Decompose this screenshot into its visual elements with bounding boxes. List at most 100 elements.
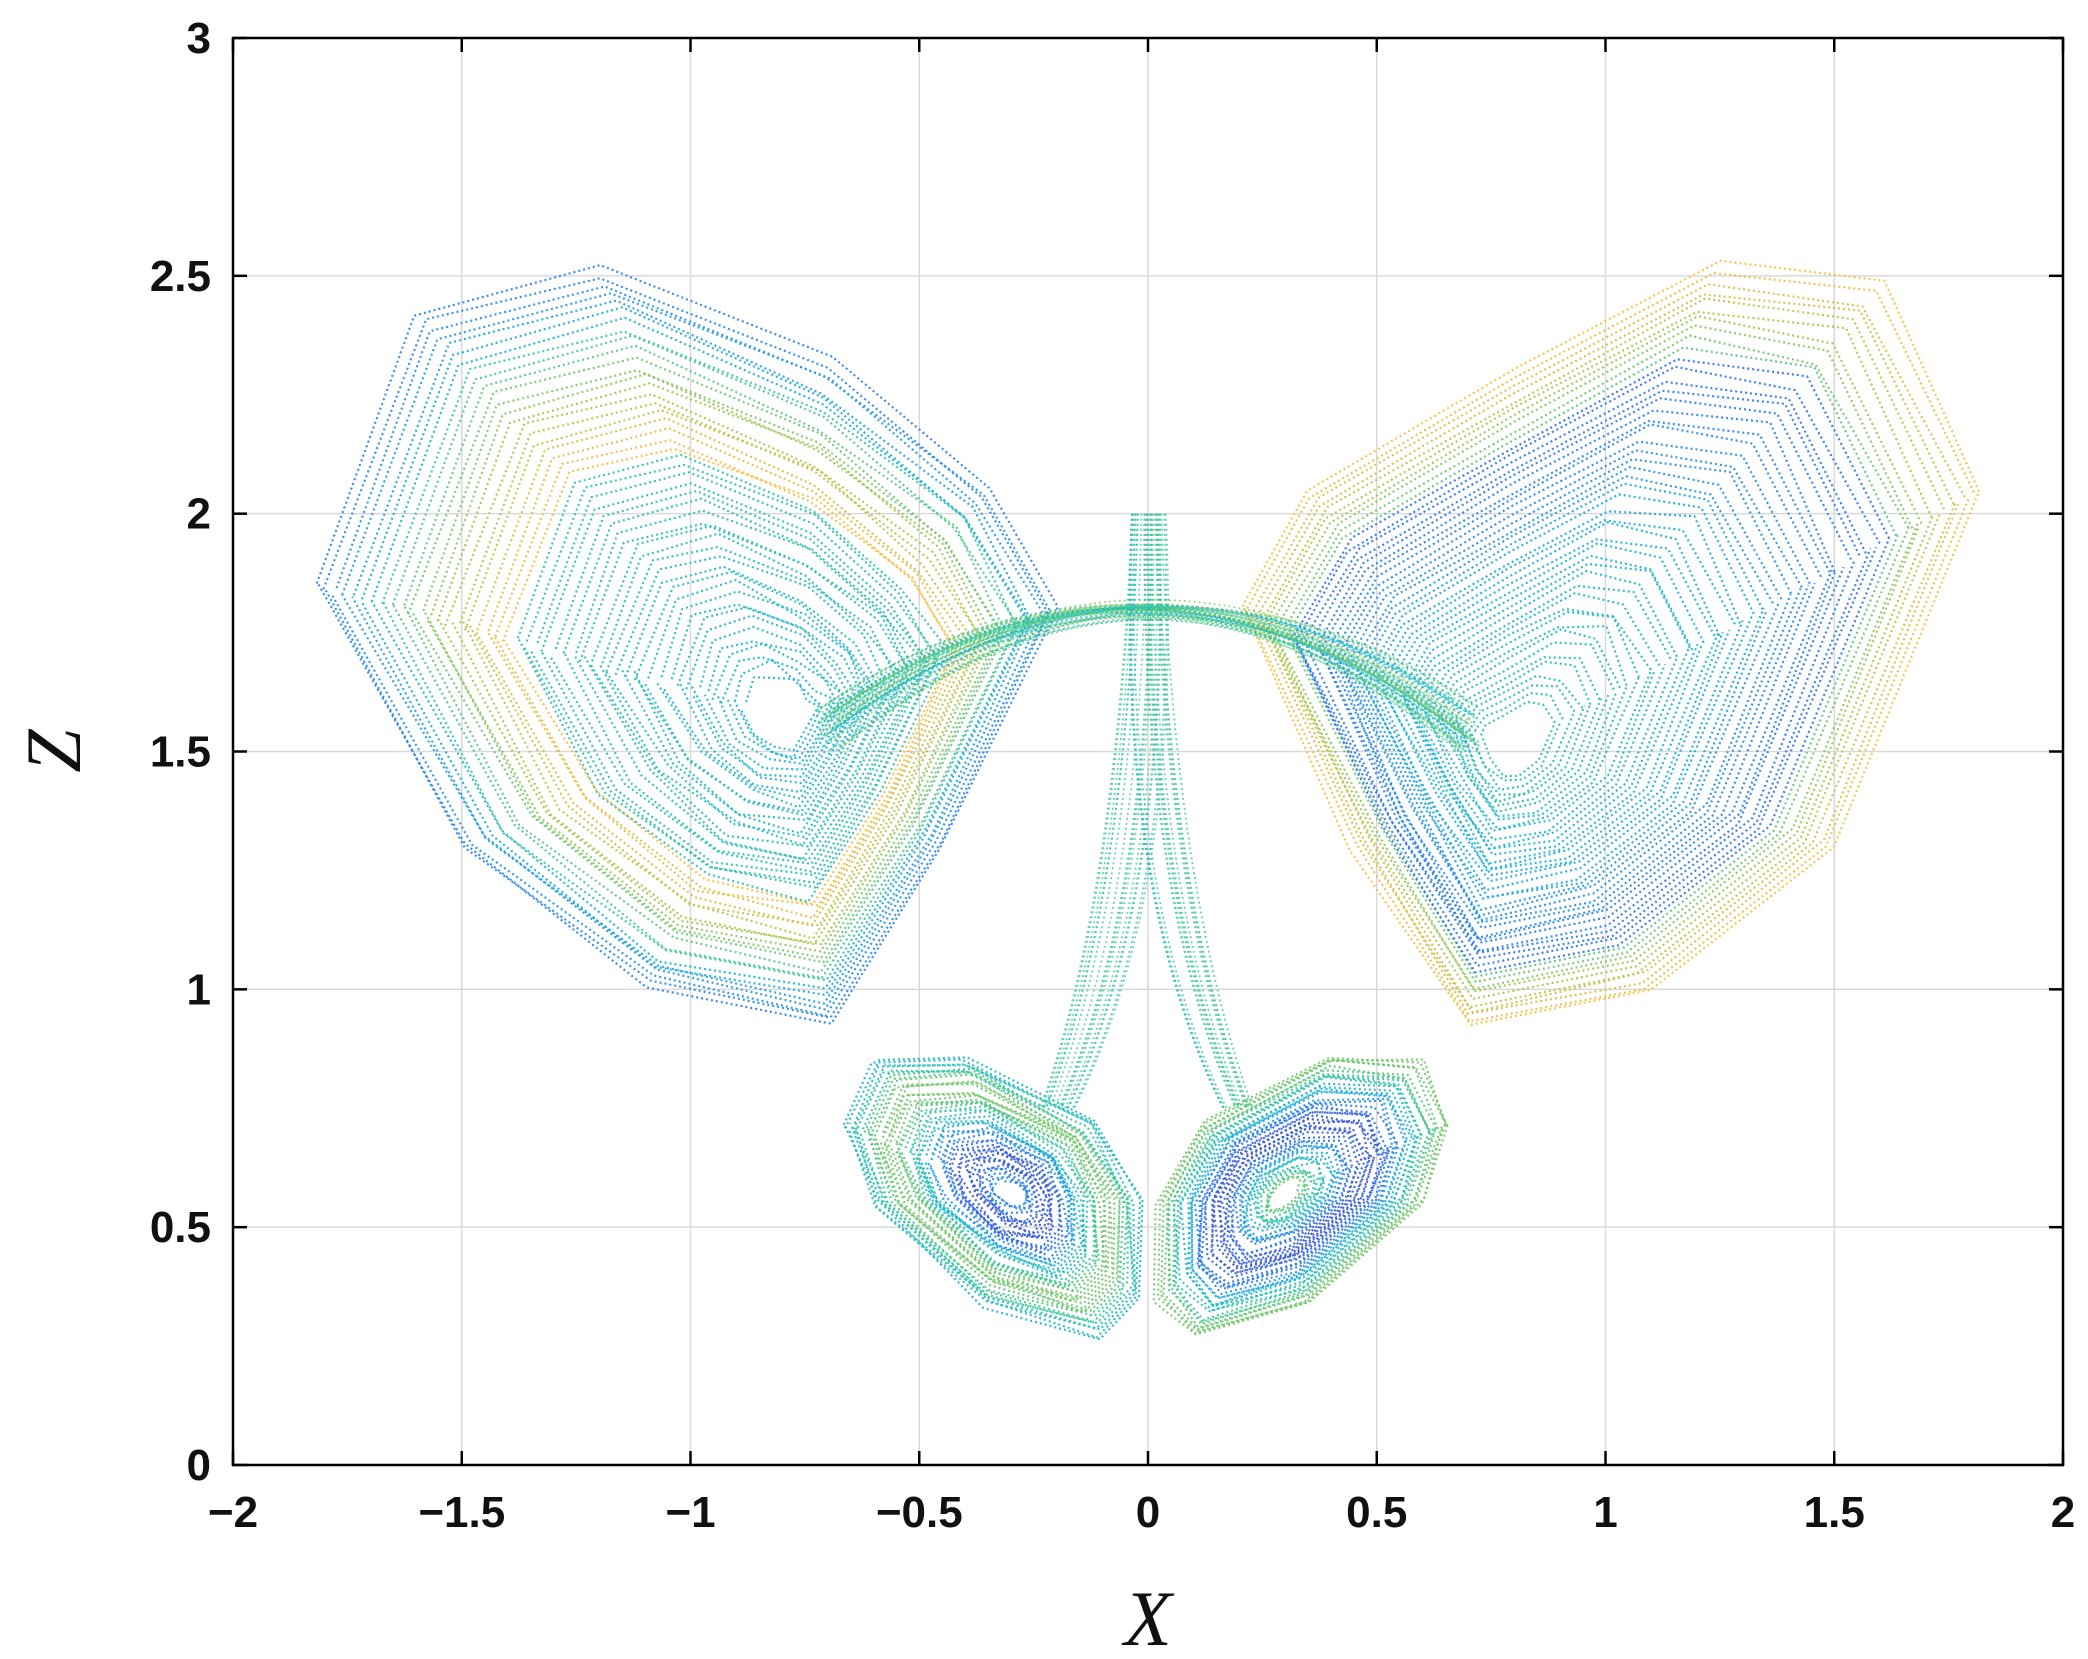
trajectory-loop <box>924 1122 1076 1267</box>
trajectory-loop <box>941 1139 1064 1256</box>
y-tick-label: 1 <box>187 965 211 1014</box>
x-tick-label: 0 <box>1136 1488 1160 1537</box>
trajectory-loop <box>1346 466 1783 917</box>
x-tick-label: 0.5 <box>1346 1488 1407 1537</box>
trajectory-loop <box>1436 625 1629 821</box>
trajectory-loop <box>977 1166 1034 1225</box>
trajectory-loop <box>422 369 1001 959</box>
trajectory-loop <box>1200 1103 1392 1285</box>
vertical-strand <box>1156 513 1250 1109</box>
crossing-strand <box>817 606 1460 730</box>
trajectory-loop <box>988 1172 1034 1211</box>
trajectory-loop <box>867 1073 1121 1312</box>
trajectory-loop <box>733 658 823 761</box>
trajectory-loop <box>1470 692 1564 782</box>
trajectory-loop <box>863 1067 1129 1317</box>
crossing-strand <box>836 606 1478 744</box>
crossing-strand <box>824 607 1466 744</box>
trajectory-loop <box>1480 700 1557 778</box>
trajectory-loop <box>739 676 820 752</box>
trajectory-loop <box>867 1070 1125 1321</box>
crossing-strand <box>823 609 1466 750</box>
trajectory-loop <box>614 555 886 835</box>
crossing-strand <box>817 606 1459 737</box>
central-strands <box>816 513 1483 1109</box>
y-tick-label: 0.5 <box>150 1203 211 1252</box>
trajectory-loop <box>1437 628 1622 818</box>
grid-lines <box>232 37 2064 1466</box>
trajectory-loop <box>1455 656 1603 807</box>
trajectory-loop <box>605 546 896 838</box>
trajectory-loop <box>1190 1087 1407 1299</box>
crossing-strand <box>835 606 1477 751</box>
crossing-strand <box>819 607 1462 749</box>
trajectory-loop <box>1345 458 1793 922</box>
trajectory-loop <box>1266 1172 1311 1215</box>
x-tick-label: −1 <box>665 1488 715 1537</box>
trajectory-loop <box>966 1152 1051 1236</box>
trajectory-loop <box>719 656 834 760</box>
trajectory-loop <box>1339 449 1803 924</box>
trajectory-loop <box>1211 1113 1379 1271</box>
crossing-strand <box>818 616 1460 751</box>
trajectory-loop <box>852 1064 1137 1330</box>
vertical-strand <box>1067 513 1162 1109</box>
trajectory-loop <box>874 1083 1114 1313</box>
y-tick-label: 3 <box>187 14 211 63</box>
trajectory-loop <box>1244 272 1975 1023</box>
crossing-strand <box>816 605 1458 736</box>
trajectory-loop <box>1391 542 1705 872</box>
trajectory-loop <box>1241 259 1981 1026</box>
crossing-strand <box>824 611 1466 753</box>
x-tick-label: 2 <box>2051 1488 2075 1537</box>
trajectory-loop <box>436 382 989 946</box>
attractor-lower-right-lobe <box>1152 1056 1449 1336</box>
trajectory-loop <box>474 417 970 927</box>
trajectory-loop <box>949 1143 1063 1250</box>
vertical-strand <box>1043 513 1137 1109</box>
crossing-strand <box>820 605 1462 741</box>
trajectory-loop <box>1382 538 1720 871</box>
trajectory-loop <box>1198 1097 1400 1295</box>
trajectory-loop <box>988 1176 1028 1208</box>
trajectory-loop <box>1248 1157 1332 1229</box>
vertical-strand <box>1149 513 1244 1109</box>
trajectory-loop <box>1449 641 1615 813</box>
trajectory-loop <box>968 1159 1047 1227</box>
vertical-strand <box>1073 513 1170 1109</box>
plot-area <box>315 259 1981 1341</box>
trajectory-loop <box>1400 554 1699 865</box>
crossing-strand <box>838 609 1480 747</box>
trajectory-loop <box>1174 1075 1422 1313</box>
trajectory-loop <box>1238 1144 1348 1242</box>
trajectory-loop <box>351 299 1033 1005</box>
trajectory-loop <box>1361 493 1755 900</box>
trajectory-loop <box>919 1119 1083 1274</box>
crossing-strand <box>833 604 1476 725</box>
trajectory-loop <box>662 603 862 800</box>
crossing-strand <box>828 604 1470 730</box>
crossing-strand <box>830 606 1473 732</box>
y-tick-label: 1.5 <box>150 728 211 777</box>
trajectory-loop <box>842 1058 1144 1341</box>
trajectory-loop <box>890 1098 1106 1293</box>
y-tick-label: 2.5 <box>150 252 211 301</box>
trajectory-loop <box>1457 660 1592 804</box>
vertical-strand <box>1154 513 1248 1109</box>
y-tick-label: 0 <box>187 1441 211 1490</box>
vertical-strand <box>1040 513 1135 1109</box>
trajectory-loop <box>958 1148 1054 1238</box>
trajectory-loop <box>573 509 915 862</box>
trajectory-loop <box>341 292 1044 1011</box>
vertical-strand <box>1147 513 1241 1109</box>
trajectory-loop <box>540 482 929 877</box>
trajectory-loop <box>1216 1124 1373 1266</box>
trajectory-loop <box>562 497 925 865</box>
trajectory-loop <box>1187 1082 1419 1307</box>
trajectory-loop <box>954 1145 1054 1239</box>
y-axis-label: Z <box>10 728 97 773</box>
trajectory-loop <box>844 1056 1142 1339</box>
trajectory-loop <box>916 1115 1085 1277</box>
x-axis-label: X <box>1121 1575 1175 1659</box>
y-tick-label: 2 <box>187 490 211 539</box>
